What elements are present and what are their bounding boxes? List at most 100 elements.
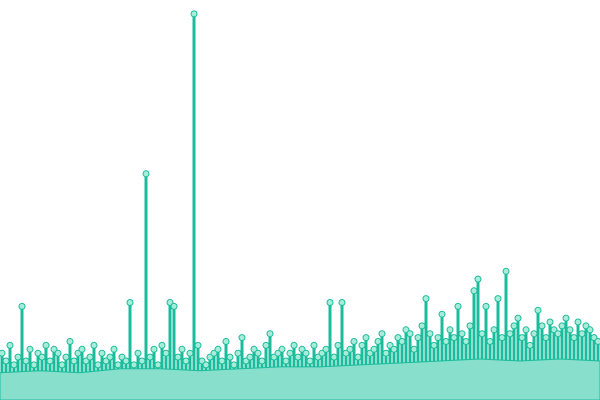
- dot: [190, 10, 198, 18]
- dot: [382, 349, 390, 357]
- dot: [230, 361, 238, 369]
- dot: [202, 361, 210, 369]
- dot: [170, 302, 178, 310]
- dot: [310, 341, 318, 349]
- dot: [162, 349, 170, 357]
- dot: [434, 334, 442, 342]
- dot: [58, 361, 66, 369]
- dot: [70, 357, 78, 365]
- dot: [246, 353, 254, 361]
- dot: [234, 349, 242, 357]
- dot: [138, 357, 146, 365]
- dot: [338, 299, 346, 306]
- dot: [478, 330, 486, 338]
- dot: [502, 267, 510, 275]
- dot: [506, 330, 514, 338]
- dot: [334, 341, 342, 349]
- dot: [430, 341, 438, 349]
- dot: [110, 345, 118, 353]
- dot: [538, 322, 546, 330]
- dot: [534, 306, 542, 314]
- dot: [6, 341, 14, 349]
- dot: [306, 357, 314, 365]
- dot: [294, 353, 302, 361]
- dot: [302, 349, 310, 357]
- dot: [262, 341, 270, 349]
- dot: [158, 341, 166, 349]
- dot: [330, 353, 338, 361]
- dot: [526, 341, 534, 349]
- dot: [586, 326, 594, 334]
- dot: [426, 330, 434, 338]
- dot: [486, 338, 494, 345]
- dot: [142, 170, 150, 178]
- dot: [222, 338, 230, 345]
- dot: [26, 345, 34, 353]
- dot: [154, 361, 162, 369]
- dot: [30, 361, 38, 369]
- dot: [370, 345, 378, 353]
- dot: [414, 334, 422, 342]
- dot: [354, 353, 362, 361]
- dot: [214, 345, 222, 353]
- dot: [466, 322, 474, 330]
- dot: [362, 334, 370, 342]
- dot: [182, 357, 190, 365]
- dot: [378, 330, 386, 338]
- dot: [126, 299, 134, 306]
- dot: [22, 357, 30, 365]
- dot: [278, 345, 286, 353]
- dot: [570, 334, 578, 342]
- dot: [122, 357, 130, 365]
- dot: [558, 322, 566, 330]
- dot: [454, 302, 462, 310]
- dot: [398, 338, 406, 345]
- dot: [566, 326, 574, 334]
- dot: [106, 353, 114, 361]
- dot: [146, 353, 154, 361]
- dot: [574, 318, 582, 326]
- dot: [470, 287, 478, 295]
- dot: [186, 349, 194, 357]
- dot: [418, 322, 426, 330]
- dot: [406, 330, 414, 338]
- dot: [42, 341, 50, 349]
- dot: [462, 338, 470, 345]
- dot: [554, 330, 562, 338]
- dot: [374, 338, 382, 345]
- dot: [38, 353, 46, 361]
- dot: [450, 334, 458, 342]
- dot: [254, 349, 262, 357]
- dot: [134, 349, 142, 357]
- dot: [130, 361, 138, 369]
- dot: [358, 341, 366, 349]
- dot: [562, 314, 570, 322]
- dot: [0, 349, 6, 357]
- dot: [54, 349, 62, 357]
- dot: [286, 349, 294, 357]
- dot: [66, 338, 74, 345]
- dot: [18, 302, 26, 310]
- dot: [410, 345, 418, 353]
- dot: [494, 295, 502, 303]
- dot: [510, 322, 518, 330]
- dot: [546, 318, 554, 326]
- dot: [422, 295, 430, 303]
- dot: [346, 345, 354, 353]
- dot: [238, 334, 246, 342]
- dot: [258, 357, 266, 365]
- dot: [218, 357, 226, 365]
- dot: [194, 341, 202, 349]
- dot: [498, 334, 506, 342]
- dot: [542, 334, 550, 342]
- dot: [438, 310, 446, 318]
- dot: [150, 345, 158, 353]
- dot: [282, 357, 290, 365]
- dot: [90, 341, 98, 349]
- dot: [390, 345, 398, 353]
- dot: [114, 361, 122, 369]
- area: [0, 358, 600, 400]
- dot: [578, 330, 586, 338]
- dot: [98, 349, 106, 357]
